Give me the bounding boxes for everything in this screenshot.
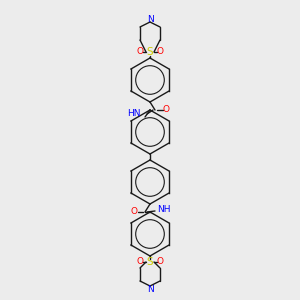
Text: O: O <box>157 47 164 56</box>
Text: NH: NH <box>157 206 170 214</box>
Text: HN: HN <box>128 110 141 118</box>
Text: S: S <box>147 47 153 57</box>
Text: O: O <box>163 106 170 115</box>
Text: O: O <box>130 208 137 217</box>
Text: S: S <box>147 257 153 267</box>
Text: N: N <box>147 284 153 293</box>
Text: N: N <box>147 14 153 23</box>
Text: O: O <box>136 47 143 56</box>
Text: O: O <box>157 257 164 266</box>
Text: O: O <box>136 257 143 266</box>
